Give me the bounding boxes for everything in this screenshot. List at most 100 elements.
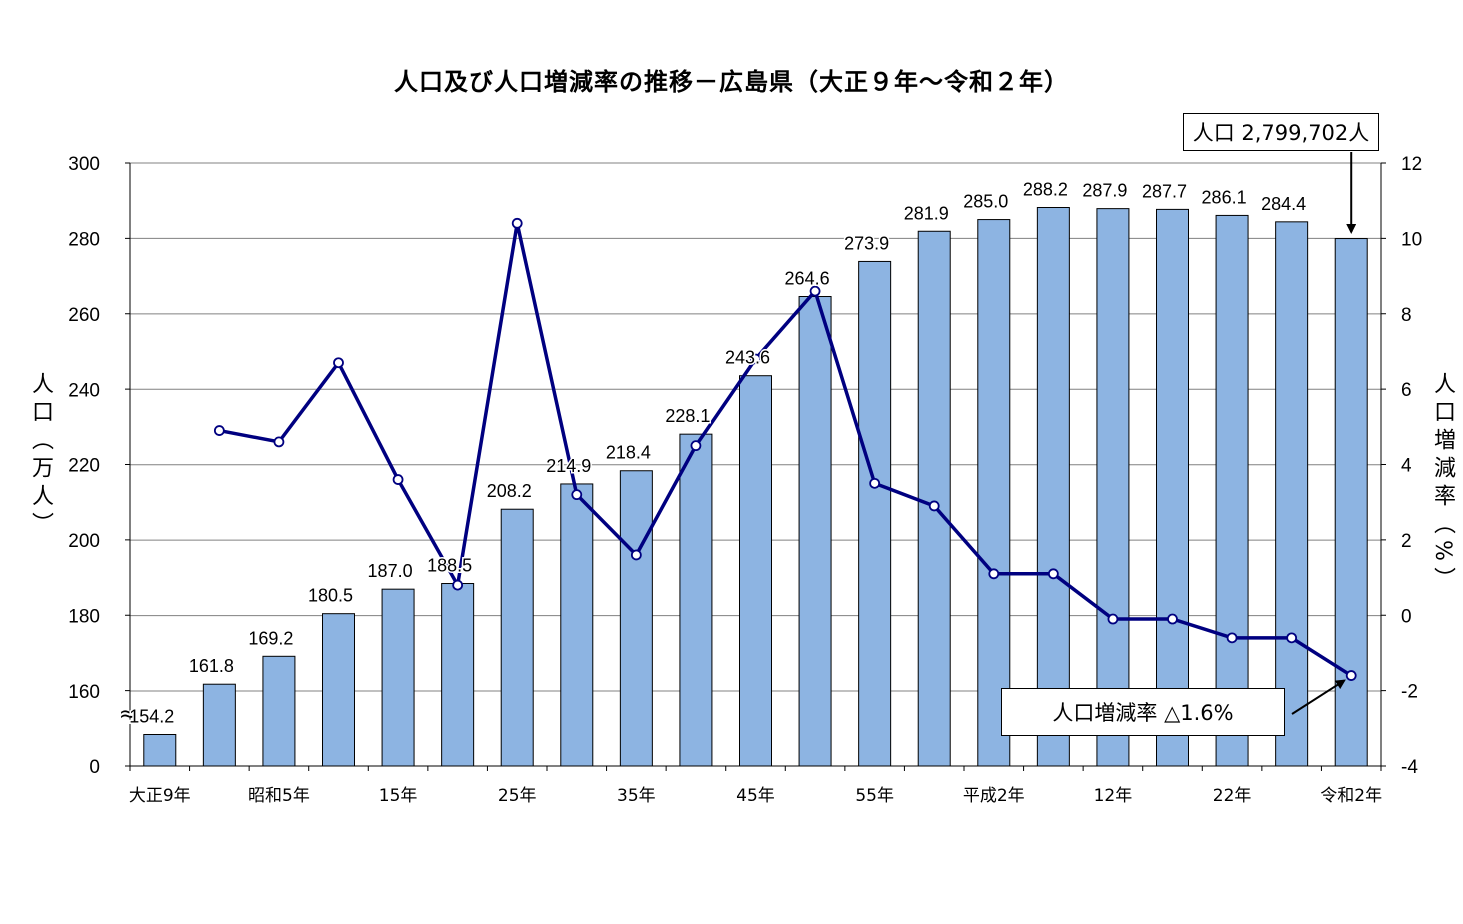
bar xyxy=(1156,208,1189,767)
x-tick-label: 令和2年 xyxy=(1320,786,1382,806)
bar-data-label: 287.9 xyxy=(1082,181,1127,201)
rate-arrow xyxy=(1291,679,1346,715)
y2-tick-label: 0 xyxy=(1401,606,1412,627)
bar xyxy=(619,470,653,767)
x-tick-label: 45年 xyxy=(736,786,775,806)
x-tick-label: 大正9年 xyxy=(129,786,191,806)
axes: ≈ xyxy=(119,162,1386,771)
bar xyxy=(1275,221,1309,767)
rate-line xyxy=(219,222,1353,678)
bar-data-label: 218.4 xyxy=(606,443,651,463)
bar-data-label: 281.9 xyxy=(904,203,949,223)
y2-tick-label: 12 xyxy=(1401,154,1422,175)
y-tick-label: 240 xyxy=(68,380,100,401)
bar-data-label: 288.2 xyxy=(1023,180,1068,200)
y2-tick-label: 2 xyxy=(1401,531,1412,552)
rate-point xyxy=(1345,670,1357,681)
bar xyxy=(798,296,832,767)
bar-data-label: 273.9 xyxy=(844,233,889,253)
chart-title: 人口及び人口増減率の推移－広島県（大正９年～令和２年） xyxy=(394,68,1069,96)
y-tick-label: 280 xyxy=(68,229,100,250)
y2-tick-label: 6 xyxy=(1401,380,1412,401)
y2-tick-label: 4 xyxy=(1401,456,1412,477)
bar xyxy=(1334,238,1368,767)
bar-data-label: 285.0 xyxy=(963,192,1008,212)
bar xyxy=(1215,214,1249,767)
bar xyxy=(560,483,594,767)
bar-data-label: 208.2 xyxy=(487,481,532,501)
data-labels: 154.2 161.8 169.2 180.5 187.0 188.5 208.2 214.9… xyxy=(128,178,1308,728)
rate-callout: 人口増減率 △1.6% xyxy=(1001,688,1285,736)
bar xyxy=(262,655,296,767)
bar xyxy=(322,613,355,767)
y2-tick-label: 10 xyxy=(1401,229,1422,250)
bar-data-label: 243.6 xyxy=(725,348,770,368)
bar-data-label: 286.1 xyxy=(1202,187,1247,207)
x-tick-label: 15年 xyxy=(379,786,418,806)
bar-data-label: 154.2 xyxy=(129,707,174,727)
bar-data-label: 169.2 xyxy=(248,628,293,648)
bar-data-label: 161.8 xyxy=(189,656,234,676)
bar xyxy=(143,734,177,767)
bar xyxy=(739,375,772,767)
rate-point xyxy=(1226,632,1238,644)
x-tick-label: 35年 xyxy=(617,786,656,806)
bar-data-label: 180.5 xyxy=(308,586,353,606)
y-tick-label: 200 xyxy=(68,531,100,552)
tick-labels: 0 160 180 200 220 240 260 280 300 -4 -2 0 2 4 6 8 10 12 大正… xyxy=(68,154,1422,806)
population-callout: 人口 2,799,702人 xyxy=(1183,113,1379,151)
y-axis-title-left: 人口（万人） xyxy=(28,372,53,540)
rate-point xyxy=(988,568,1000,580)
y-tick-label: 0 xyxy=(89,757,100,778)
y2-tick-label: -4 xyxy=(1401,757,1418,778)
y-tick-label: 300 xyxy=(68,154,100,175)
bar-data-label: 214.9 xyxy=(546,456,591,476)
y2-tick-label: -2 xyxy=(1401,682,1418,703)
rate-point xyxy=(571,489,583,501)
y-tick-label: 180 xyxy=(68,607,100,628)
bar xyxy=(202,683,236,767)
x-tick-label: 25年 xyxy=(498,786,537,806)
bar xyxy=(917,230,951,767)
bar xyxy=(977,219,1011,767)
rate-point xyxy=(213,425,225,436)
annotation-arrows xyxy=(1291,152,1357,715)
rate-point xyxy=(1047,568,1059,580)
bar-data-label: 287.7 xyxy=(1142,181,1187,201)
rate-point xyxy=(928,500,940,512)
bar xyxy=(679,433,713,767)
bar xyxy=(441,583,475,767)
x-tick-label: 22年 xyxy=(1213,786,1252,806)
rate-point xyxy=(273,436,285,448)
bar xyxy=(1096,208,1130,767)
bar-data-label: 264.6 xyxy=(785,269,830,289)
y-axis-title-right: 人口増減率（%） xyxy=(1430,372,1455,595)
bar xyxy=(858,260,892,767)
bar xyxy=(381,588,415,767)
rate-point xyxy=(392,474,404,485)
rate-point xyxy=(869,477,881,489)
y2-tick-label: 8 xyxy=(1401,305,1412,326)
rate-point xyxy=(1286,632,1298,644)
rate-point xyxy=(452,579,464,591)
bar-data-label: 284.4 xyxy=(1261,194,1306,214)
x-tick-label: 12年 xyxy=(1094,786,1133,806)
rate-point xyxy=(809,285,821,297)
rate-point xyxy=(1107,613,1119,625)
y-tick-label: 220 xyxy=(68,456,100,477)
rate-point xyxy=(511,217,523,229)
bar xyxy=(500,508,534,767)
x-tick-label: 55年 xyxy=(855,786,894,806)
bar xyxy=(1036,207,1070,767)
axis-break-symbol: ≈ xyxy=(119,702,137,727)
rate-point xyxy=(690,440,702,452)
bar-data-label: 188.5 xyxy=(427,556,472,576)
x-tick-label: 平成2年 xyxy=(963,786,1025,806)
rate-point xyxy=(630,549,642,561)
rate-point xyxy=(1167,613,1178,625)
rate-point xyxy=(750,353,761,365)
line-series xyxy=(213,217,1357,681)
y-tick-label: 160 xyxy=(68,682,100,703)
bar-data-label: 187.0 xyxy=(368,561,413,581)
